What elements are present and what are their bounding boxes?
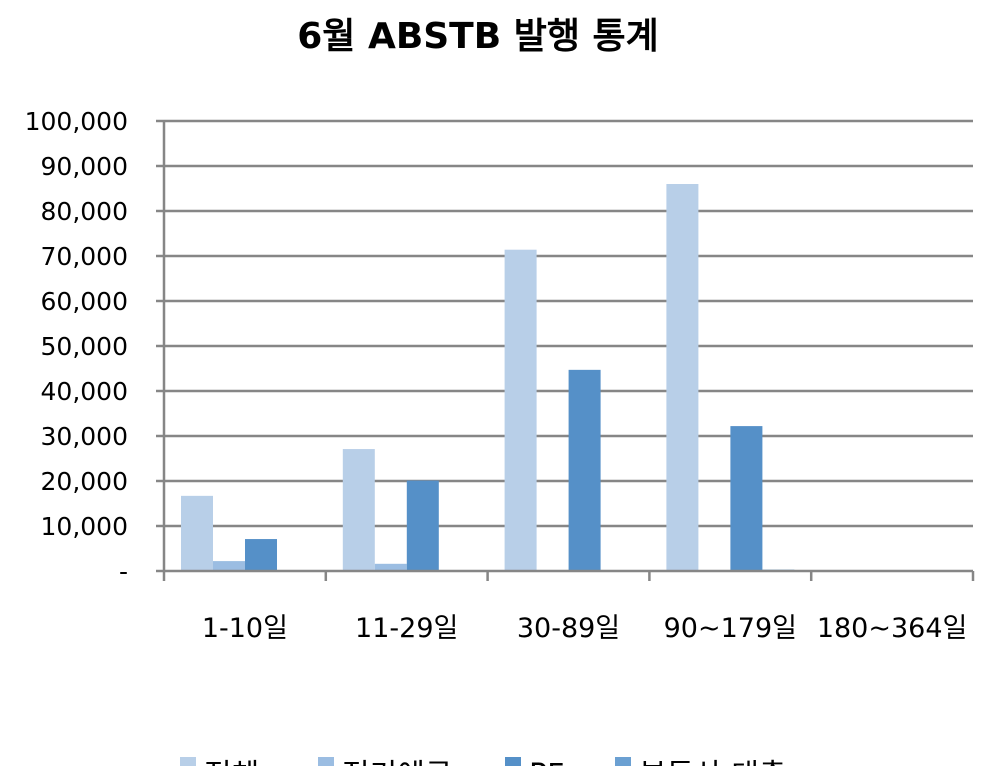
legend: 전체 정기예금 PF 부동산 대출 (180, 757, 787, 766)
x-tick-label: 90~179일 (664, 613, 797, 644)
x-axis-ticks: 1-10일 11-29일 30-89일 90~179일 180~364일 (202, 613, 968, 644)
y-tick-label: 50,000 (41, 332, 128, 361)
bars (181, 184, 795, 571)
x-tick-label: 30-89일 (517, 613, 620, 644)
y-tick-label: 90,000 (41, 152, 128, 181)
bar-2 (374, 563, 407, 571)
y-axis-ticks: - 10,000 20,000 30,000 40,000 50,000 60,000 70,… (25, 107, 128, 586)
y-tick-label: 20,000 (41, 467, 128, 496)
bar-3 (245, 539, 277, 571)
legend-label: 정기예금 (342, 758, 452, 766)
bar-3 (568, 369, 601, 571)
y-tick-label: 30,000 (41, 422, 128, 451)
gridlines (164, 119, 973, 528)
legend-swatch (318, 757, 334, 766)
y-tick-label: 40,000 (41, 377, 128, 406)
legend-swatch (505, 757, 521, 766)
chart-title: 6월 ABSTB 발행 통계 (297, 16, 658, 57)
y-tick-label: 70,000 (41, 242, 128, 271)
y-tick-label: 100,000 (25, 107, 128, 136)
x-tick-label: 1-10일 (202, 613, 288, 644)
bar-1 (342, 449, 375, 571)
y-tick-label: - (119, 557, 128, 586)
y-tick-label: 80,000 (41, 197, 128, 226)
bar-1 (504, 249, 537, 571)
x-tick-label: 11-29일 (355, 613, 458, 644)
legend-swatch (615, 757, 631, 766)
bar-3 (406, 480, 439, 571)
legend-label: 전체 (204, 758, 259, 766)
axes (156, 119, 975, 581)
legend-label: PF (529, 758, 564, 766)
y-tick-label: 10,000 (41, 512, 128, 541)
legend-swatch (180, 757, 196, 766)
legend-label: 부동산 대출 (639, 758, 787, 766)
bar-1 (181, 495, 213, 571)
bar-3 (730, 426, 763, 571)
y-tick-label: 60,000 (41, 287, 128, 316)
bar-1 (666, 184, 699, 571)
x-tick-label: 180~364일 (817, 613, 968, 644)
bar-2 (213, 561, 245, 571)
